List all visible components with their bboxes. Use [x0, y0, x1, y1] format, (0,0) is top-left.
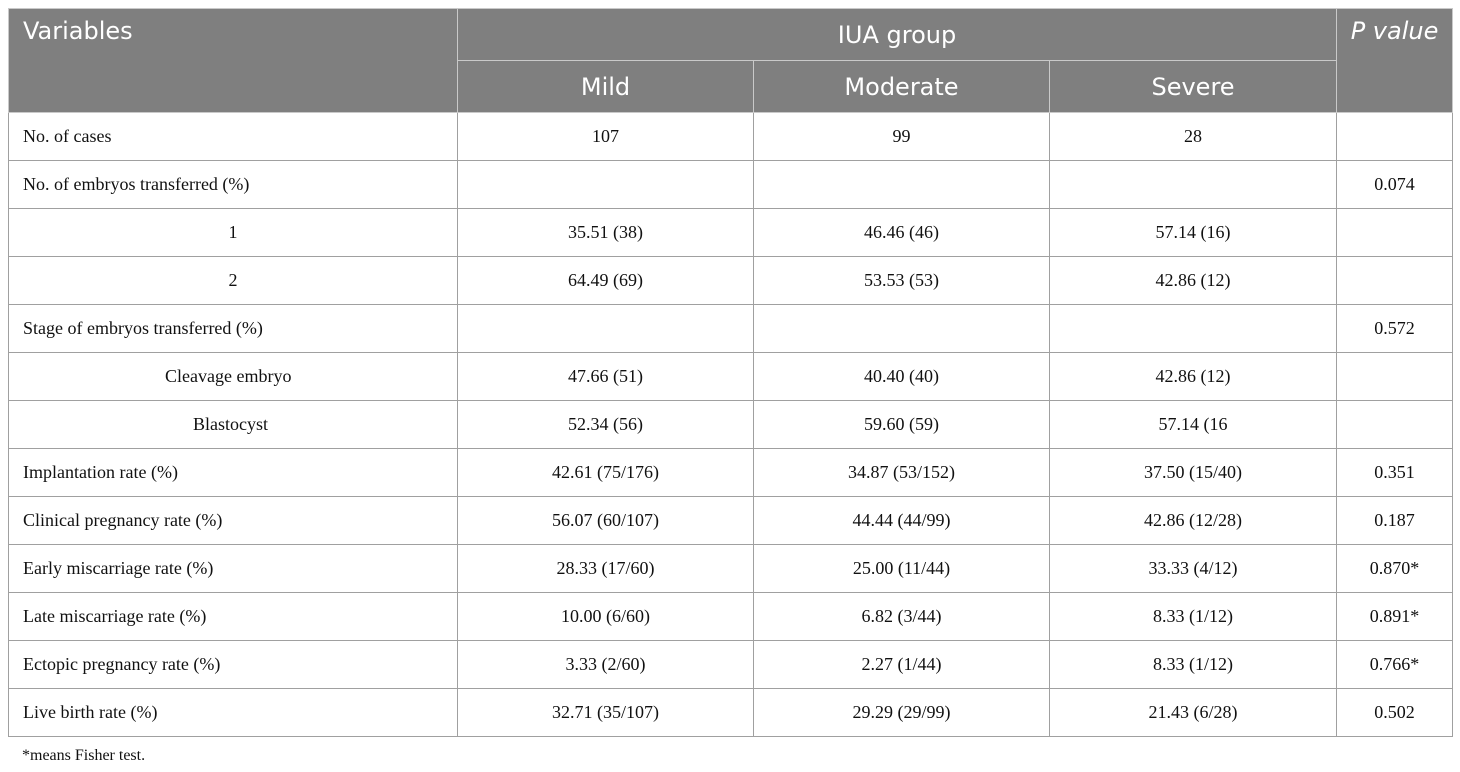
cell-mild: 28.33 (17/60)	[457, 544, 754, 593]
header-mild: Mild	[457, 60, 754, 113]
table-row: Ectopic pregnancy rate (%) 3.33 (2/60) 2…	[8, 640, 1454, 689]
cell-mild: 47.66 (51)	[457, 352, 754, 401]
row-label: No. of embryos transferred (%)	[8, 160, 458, 209]
footnote: *means Fisher test.	[22, 747, 146, 764]
row-label: No. of cases	[8, 112, 458, 161]
row-label: Blastocyst	[8, 400, 458, 449]
table-row: No. of embryos transferred (%) 0.074	[8, 160, 1454, 209]
cell-mild: 10.00 (6/60)	[457, 592, 754, 641]
cell-severe: 57.14 (16)	[1048, 208, 1338, 257]
row-label: Ectopic pregnancy rate (%)	[8, 640, 458, 689]
cell-moderate: 34.87 (53/152)	[753, 448, 1050, 497]
cell-mild: 3.33 (2/60)	[457, 640, 754, 689]
cell-mild: 32.71 (35/107)	[457, 688, 754, 737]
cell-p-value: 0.351	[1336, 448, 1454, 497]
table-row: Live birth rate (%) 32.71 (35/107) 29.29…	[8, 688, 1454, 737]
results-table: Variables IUA group P value Mild Moderat…	[8, 8, 1454, 737]
cell-moderate: 2.27 (1/44)	[753, 640, 1050, 689]
cell-moderate: 99	[753, 112, 1050, 161]
cell-severe: 8.33 (1/12)	[1048, 640, 1338, 689]
cell-mild: 56.07 (60/107)	[457, 496, 754, 545]
table-row: Stage of embryos transferred (%) 0.572	[8, 304, 1454, 353]
table-row: Implantation rate (%) 42.61 (75/176) 34.…	[8, 448, 1454, 497]
cell-severe: 42.86 (12)	[1048, 256, 1338, 305]
cell-p-value	[1336, 400, 1454, 449]
cell-severe: 33.33 (4/12)	[1048, 544, 1338, 593]
table-row: 1 35.51 (38) 46.46 (46) 57.14 (16)	[8, 208, 1454, 257]
cell-severe: 8.33 (1/12)	[1048, 592, 1338, 641]
cell-moderate: 53.53 (53)	[753, 256, 1050, 305]
cell-p-value: 0.074	[1336, 160, 1454, 209]
table-header: Variables IUA group P value Mild Moderat…	[8, 8, 1454, 113]
cell-p-value: 0.891*	[1336, 592, 1454, 641]
cell-mild	[457, 304, 754, 353]
table-row: No. of cases 107 99 28	[8, 112, 1454, 161]
cell-mild: 42.61 (75/176)	[457, 448, 754, 497]
row-label: Live birth rate (%)	[8, 688, 458, 737]
header-iua-group: IUA group	[456, 8, 1338, 61]
header-variables: Variables	[8, 8, 458, 113]
cell-moderate: 59.60 (59)	[753, 400, 1050, 449]
row-label: Implantation rate (%)	[8, 448, 458, 497]
cell-severe: 57.14 (16	[1048, 400, 1338, 449]
cell-moderate: 29.29 (29/99)	[753, 688, 1050, 737]
cell-p-value: 0.766*	[1336, 640, 1454, 689]
table-row: Late miscarriage rate (%) 10.00 (6/60) 6…	[8, 592, 1454, 641]
cell-p-value: 0.870*	[1336, 544, 1454, 593]
table-body: No. of cases 107 99 28 No. of embryos tr…	[8, 112, 1454, 737]
header-p-value: P value	[1336, 8, 1454, 113]
cell-moderate: 46.46 (46)	[753, 208, 1050, 257]
row-label: 1	[8, 208, 458, 257]
cell-moderate: 44.44 (44/99)	[753, 496, 1050, 545]
table-row: Clinical pregnancy rate (%) 56.07 (60/10…	[8, 496, 1454, 545]
table-row: 2 64.49 (69) 53.53 (53) 42.86 (12)	[8, 256, 1454, 305]
row-label: Early miscarriage rate (%)	[8, 544, 458, 593]
row-label: Stage of embryos transferred (%)	[8, 304, 458, 353]
cell-mild: 35.51 (38)	[457, 208, 754, 257]
cell-p-value	[1336, 256, 1454, 305]
cell-severe	[1048, 304, 1338, 353]
cell-p-value	[1336, 112, 1454, 161]
header-moderate: Moderate	[753, 60, 1050, 113]
cell-severe: 21.43 (6/28)	[1048, 688, 1338, 737]
cell-severe	[1048, 160, 1338, 209]
table-row: Blastocyst 52.34 (56) 59.60 (59) 57.14 (…	[8, 400, 1454, 449]
cell-moderate	[753, 304, 1050, 353]
cell-mild: 52.34 (56)	[457, 400, 754, 449]
header-severe: Severe	[1048, 60, 1338, 113]
cell-mild	[457, 160, 754, 209]
cell-moderate: 6.82 (3/44)	[753, 592, 1050, 641]
cell-severe: 42.86 (12)	[1048, 352, 1338, 401]
cell-severe: 28	[1048, 112, 1338, 161]
cell-moderate: 25.00 (11/44)	[753, 544, 1050, 593]
cell-p-value	[1336, 208, 1454, 257]
row-label: 2	[8, 256, 458, 305]
row-label: Cleavage embryo	[8, 352, 458, 401]
cell-p-value: 0.187	[1336, 496, 1454, 545]
table-row: Early miscarriage rate (%) 28.33 (17/60)…	[8, 544, 1454, 593]
table-row: Cleavage embryo 47.66 (51) 40.40 (40) 42…	[8, 352, 1454, 401]
cell-mild: 107	[457, 112, 754, 161]
cell-p-value	[1336, 352, 1454, 401]
cell-mild: 64.49 (69)	[457, 256, 754, 305]
row-label: Clinical pregnancy rate (%)	[8, 496, 458, 545]
cell-p-value: 0.572	[1336, 304, 1454, 353]
cell-p-value: 0.502	[1336, 688, 1454, 737]
row-label: Late miscarriage rate (%)	[8, 592, 458, 641]
cell-severe: 42.86 (12/28)	[1048, 496, 1338, 545]
cell-moderate	[753, 160, 1050, 209]
cell-severe: 37.50 (15/40)	[1048, 448, 1338, 497]
cell-moderate: 40.40 (40)	[753, 352, 1050, 401]
